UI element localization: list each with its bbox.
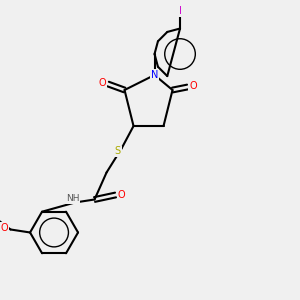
Text: O: O bbox=[0, 223, 8, 233]
Text: NH: NH bbox=[66, 194, 80, 203]
Text: S: S bbox=[115, 146, 121, 157]
Text: N: N bbox=[151, 70, 158, 80]
Text: I: I bbox=[178, 6, 182, 16]
Text: O: O bbox=[118, 190, 125, 200]
Text: O: O bbox=[99, 77, 106, 88]
Text: O: O bbox=[189, 80, 197, 91]
